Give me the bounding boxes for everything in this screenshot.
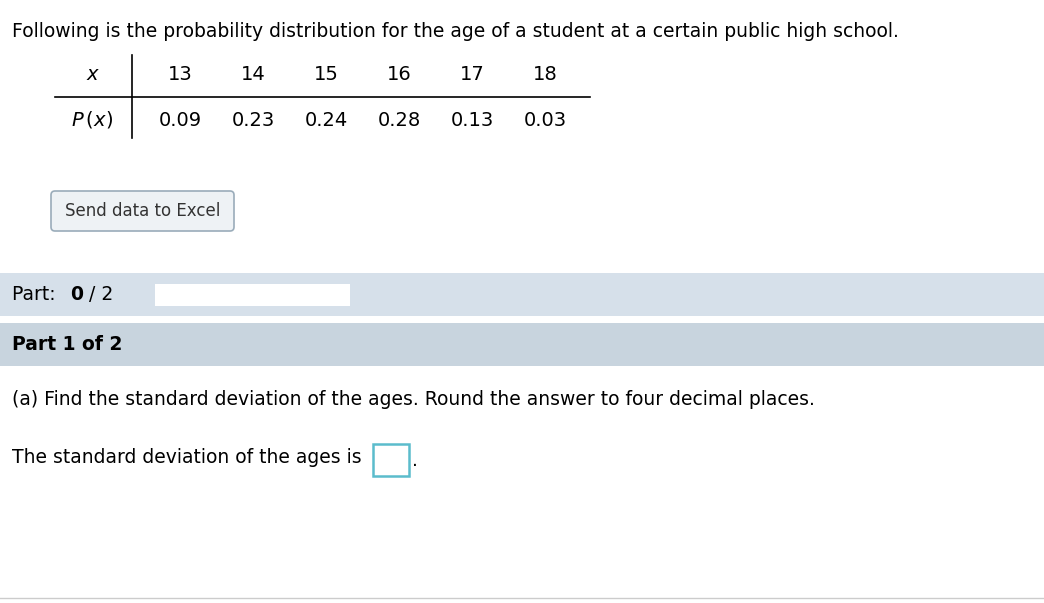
Bar <box>0 273 1044 316</box>
Text: 14: 14 <box>240 66 265 84</box>
Text: 0.23: 0.23 <box>232 110 275 130</box>
FancyBboxPatch shape <box>51 191 234 231</box>
Text: Following is the probability distribution for the age of a student at a certain : Following is the probability distributio… <box>11 22 899 41</box>
Text: x: x <box>87 66 98 84</box>
Text: 0.03: 0.03 <box>523 110 567 130</box>
FancyBboxPatch shape <box>373 444 409 476</box>
Text: 15: 15 <box>313 66 338 84</box>
Text: 18: 18 <box>532 66 557 84</box>
Text: 0.24: 0.24 <box>305 110 348 130</box>
Text: Part 1 of 2: Part 1 of 2 <box>11 335 122 354</box>
Bar <box>0 323 1044 366</box>
Text: (a) Find the standard deviation of the ages. Round the answer to four decimal pl: (a) Find the standard deviation of the a… <box>11 390 815 409</box>
Text: $P\,(x)$: $P\,(x)$ <box>71 110 113 130</box>
Text: Send data to Excel: Send data to Excel <box>65 202 220 220</box>
Text: 17: 17 <box>459 66 484 84</box>
Text: The standard deviation of the ages is: The standard deviation of the ages is <box>11 448 361 467</box>
Text: 0.28: 0.28 <box>377 110 421 130</box>
Text: 0.09: 0.09 <box>159 110 201 130</box>
Text: Part:: Part: <box>11 285 62 304</box>
Text: 16: 16 <box>386 66 411 84</box>
Bar <box>155 283 350 306</box>
Text: 0.13: 0.13 <box>450 110 494 130</box>
Text: 0: 0 <box>70 285 84 304</box>
Text: 13: 13 <box>168 66 192 84</box>
Text: .: . <box>412 450 418 470</box>
Text: / 2: / 2 <box>84 285 113 304</box>
